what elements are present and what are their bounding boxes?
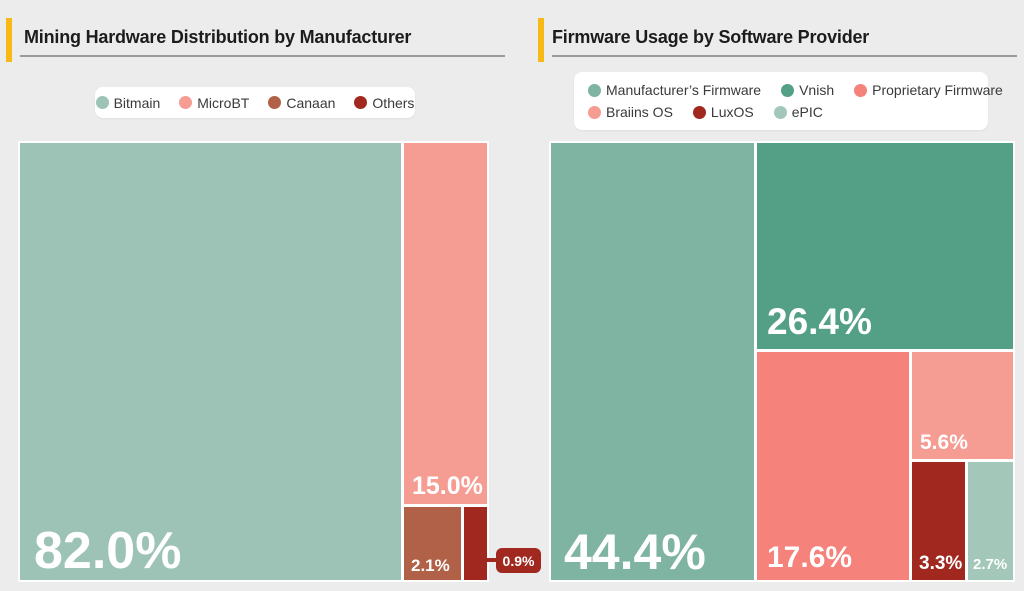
treemap-cell-luxos: 3.3% [912, 462, 965, 580]
treemap-cell-vnish: 26.4% [757, 143, 1013, 349]
legend-item-microbt: MicroBT [179, 95, 249, 111]
legend-item-luxos: LuxOS [692, 104, 754, 120]
title-underline [20, 55, 505, 57]
legend-item-epic: ePIC [773, 104, 823, 120]
legend-item-canaan: Canaan [268, 95, 335, 111]
legend-row: Manufacturer’s Firmware Vnish Proprietar… [588, 82, 1003, 98]
legend-dot-luxos [692, 105, 706, 119]
title-underline [552, 55, 1017, 57]
treemap-cell-manufacturers-firmware: 44.4% [551, 143, 754, 580]
treemap-cell-canaan: 2.1% [404, 507, 461, 580]
legend-label: LuxOS [710, 104, 754, 120]
legend-dot-vnish [781, 83, 795, 97]
legend-item-bitmain: Bitmain [95, 94, 161, 111]
treemap-cell-label: 0.9% [502, 552, 535, 569]
treemap-cell-label: 5.6% [920, 431, 968, 454]
legend-dot-bitmain [95, 96, 109, 109]
legend-label: Vnish [799, 82, 835, 98]
legend-label: Proprietary Firmware [872, 82, 1003, 98]
treemap-cell-microbt: 15.0% [404, 143, 487, 504]
firmware-panel-title: Firmware Usage by Software Provider [552, 27, 870, 47]
treemap-cell-label: 3.3% [919, 553, 963, 574]
legend-label: Canaan [286, 94, 336, 111]
legend-item-vnish: Vnish [781, 82, 834, 98]
legend-dot-epic [773, 105, 787, 119]
title-accent-bar [538, 18, 544, 62]
legend-label: Manufacturer’s Firmware [606, 82, 762, 98]
legend-label: Braiins OS [606, 104, 673, 120]
legend-row: Braiins OS LuxOS ePIC [588, 104, 974, 120]
treemap-cell-others [464, 507, 487, 580]
others-callout-badge: 0.9% [496, 548, 541, 573]
legend-item-braiins-os: Braiins OS [588, 104, 673, 120]
legend-label: MicroBT [197, 94, 250, 111]
legend-label: ePIC [791, 104, 823, 120]
callout-connector-line [484, 558, 499, 562]
legend-dot-canaan [268, 96, 282, 109]
treemap-cell-label: 2.7% [973, 556, 1008, 573]
firmware-legend: Manufacturer’s Firmware Vnish Proprietar… [574, 72, 1003, 130]
hardware-treemap: 82.0% 15.0% 2.1% [18, 141, 489, 582]
treemap-cell-epic: 2.7% [968, 462, 1013, 580]
legend-item-others: Others [354, 95, 414, 111]
firmware-treemap: 44.4% 26.4% 17.6% 5.6% 3.3% 2.7% [549, 141, 1015, 582]
legend-item-proprietary-firmware: Proprietary Firmware [854, 82, 1003, 98]
treemap-cell-label: 26.4% [767, 301, 872, 342]
treemap-cell-braiins-os: 5.6% [912, 352, 1013, 459]
hardware-panel-title: Mining Hardware Distribution by Manufact… [24, 27, 412, 47]
legend-dot-microbt [179, 96, 193, 109]
title-accent-bar [6, 18, 12, 62]
legend-dot-proprietary-firmware [854, 83, 868, 97]
legend-dot-others [354, 96, 368, 109]
treemap-cell-label: 2.1% [411, 556, 450, 575]
treemap-cell-label: 15.0% [412, 472, 483, 500]
treemap-cell-label: 44.4% [564, 524, 706, 580]
legend-label: Bitmain [113, 94, 161, 111]
legend-item-manufacturers-firmware: Manufacturer’s Firmware [588, 82, 761, 98]
treemap-cell-proprietary-firmware: 17.6% [757, 352, 909, 580]
legend-label: Others [372, 94, 415, 111]
legend-dot-manufacturers-firmware [588, 83, 601, 97]
legend-dot-braiins-os [588, 105, 601, 119]
treemap-cell-label: 17.6% [767, 541, 853, 574]
treemap-cell-bitmain: 82.0% [20, 143, 401, 580]
treemap-cell-label: 82.0% [34, 522, 182, 580]
hardware-legend: Bitmain MicroBT Canaan Others [95, 87, 415, 118]
